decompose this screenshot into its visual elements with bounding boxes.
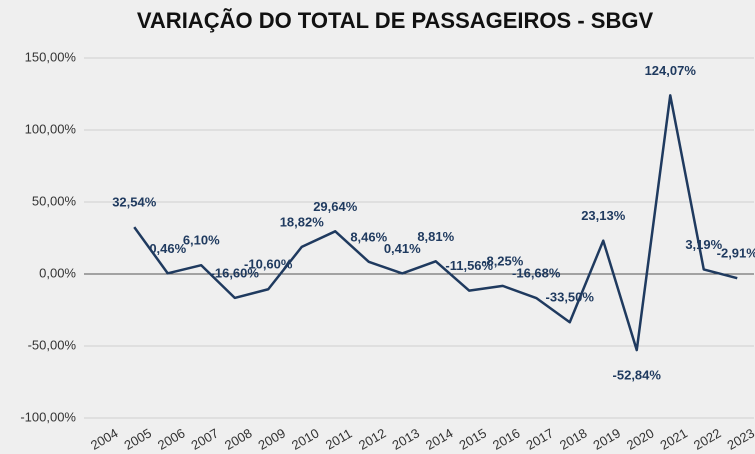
line-series (133, 94, 738, 352)
data-label: -2,91% (717, 246, 755, 261)
y-tick-label: 50,00% (32, 193, 77, 208)
y-tick-label: 150,00% (25, 49, 77, 64)
chart-title: VARIAÇÃO DO TOTAL DE PASSAGEIROS - SBGV (137, 8, 654, 33)
data-label: -52,84% (613, 368, 662, 383)
data-label: 8,81% (417, 229, 454, 244)
data-label: 124,07% (645, 63, 697, 78)
y-tick-label: -100,00% (20, 409, 76, 424)
y-tick-label: 0,00% (39, 265, 76, 280)
data-label: 18,82% (280, 214, 325, 229)
data-label: -33,50% (546, 290, 595, 305)
data-label: -16,68% (512, 265, 561, 280)
data-label: 8,46% (350, 229, 387, 244)
data-label: -16,60% (211, 265, 260, 280)
data-label: -10,60% (244, 257, 293, 272)
data-label: 3,19% (685, 237, 722, 252)
y-tick-label: -50,00% (28, 337, 77, 352)
data-label: 0,41% (384, 241, 421, 256)
data-label: 32,54% (112, 195, 157, 210)
data-label: 0,46% (149, 241, 186, 256)
data-label: -11,56% (445, 258, 493, 273)
data-label: 6,10% (183, 233, 220, 248)
data-label: -8,25% (482, 253, 524, 268)
data-label: 23,13% (581, 208, 626, 223)
y-tick-label: 100,00% (25, 121, 77, 136)
data-label: 29,64% (313, 199, 358, 214)
